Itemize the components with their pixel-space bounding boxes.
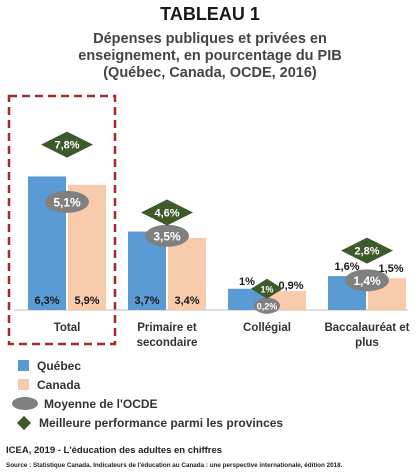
best-label: 7,8%: [54, 140, 79, 152]
chart-subtitle: Dépenses publiques et privées en enseign…: [50, 31, 370, 82]
ellipse-icon: [12, 397, 38, 410]
best-marker: [341, 237, 393, 264]
category-label: Baccalauréat et: [324, 322, 409, 334]
data-label-quebec: 1,6%: [334, 261, 359, 273]
data-label-canada: 3,4%: [174, 295, 199, 307]
oecd-label: 5,1%: [53, 195, 81, 209]
subtitle-line-2: enseignement, en pourcentage du PIB: [78, 48, 342, 64]
category-label: plus: [355, 337, 379, 349]
bar-chart: 6,3% 5,9% 5,1% 7,8% Total 3,7% 3,4% 3,5% 4,6% Pri…: [7, 94, 410, 349]
diamond-icon: [16, 415, 32, 430]
chart-legend: Québec Canada Moyenne de l'OCDE Meilleur…: [12, 356, 284, 432]
bar-canada: [168, 237, 206, 310]
subtitle-line-3: (Québec, Canada, OCDE, 2016): [103, 65, 317, 81]
best-marker: [41, 131, 93, 158]
data-label-canada: 0,9%: [278, 280, 303, 292]
best-marker: [251, 278, 283, 299]
best-label: 4,6%: [154, 207, 179, 219]
legend-label-quebec: Québec: [37, 358, 82, 373]
best-label: 1%: [260, 284, 273, 294]
credit-text: ICEA, 2019 - L'éducation des adultes en …: [6, 445, 223, 456]
oecd-label: 0,2%: [257, 301, 278, 311]
legend-item-best: Meilleure performance parmi les province…: [16, 413, 284, 432]
legend-label-oecd: Moyenne de l'OCDE: [44, 396, 158, 411]
oecd-label: 1,4%: [353, 274, 381, 288]
category-label: Primaire et: [137, 322, 197, 334]
oecd-marker: [145, 224, 189, 247]
source-text: Source : Statistique Canada. Indicateurs…: [6, 462, 343, 469]
canada-swatch-icon: [18, 379, 29, 390]
subtitle-line-1: Dépenses publiques et privées en: [93, 31, 327, 47]
legend-label-best: Meilleure performance parmi les province…: [39, 415, 284, 430]
category-label: Total: [54, 322, 81, 334]
data-label-canada: 1,5%: [378, 263, 403, 275]
best-marker: [141, 199, 193, 226]
category-label: secondaire: [137, 337, 198, 349]
chart-title: TABLEAU 1: [160, 4, 260, 24]
oecd-marker: [345, 269, 389, 292]
data-label-canada: 5,9%: [74, 295, 99, 307]
data-label-quebec: 6,3%: [34, 295, 59, 307]
highlight-box: [7, 94, 117, 346]
legend-item-canada: Canada: [18, 375, 283, 394]
data-label-quebec: 3,7%: [134, 295, 159, 307]
legend-label-canada: Canada: [37, 377, 81, 392]
oecd-label: 3,5%: [153, 229, 181, 243]
category-label: Collégial: [243, 322, 291, 334]
oecd-marker: [45, 190, 89, 213]
oecd-marker: [254, 297, 280, 314]
legend-item-quebec: Québec: [18, 356, 283, 375]
legend-item-oecd: Moyenne de l'OCDE: [12, 394, 283, 413]
data-label-quebec: 1%: [239, 276, 255, 288]
quebec-swatch-icon: [18, 360, 29, 371]
best-label: 2,8%: [354, 246, 379, 258]
